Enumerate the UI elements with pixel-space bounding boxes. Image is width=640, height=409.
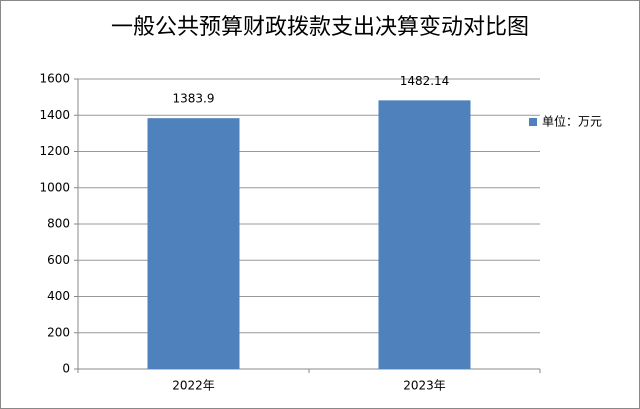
value-label: 1383.9 [173,92,215,106]
bar [378,100,471,369]
bar [147,118,240,369]
y-tick-label: 1200 [39,144,70,158]
y-tick-label: 1600 [39,72,70,86]
value-label: 1482.14 [400,74,450,88]
y-tick-label: 200 [47,325,70,339]
y-tick-label: 600 [47,253,70,267]
y-tick-label: 1400 [39,108,70,122]
x-tick-label: 2022年 [172,379,215,393]
y-tick-label: 400 [47,289,70,303]
legend-swatch [529,118,537,126]
chart-title: 一般公共预算财政拨款支出决算变动对比图 [111,15,529,40]
y-tick-label: 1000 [39,180,70,194]
y-tick-label: 800 [47,217,70,231]
x-tick-label: 2023年 [403,379,446,393]
y-tick-label: 0 [62,362,70,376]
legend-label: 单位：万元 [542,114,602,129]
